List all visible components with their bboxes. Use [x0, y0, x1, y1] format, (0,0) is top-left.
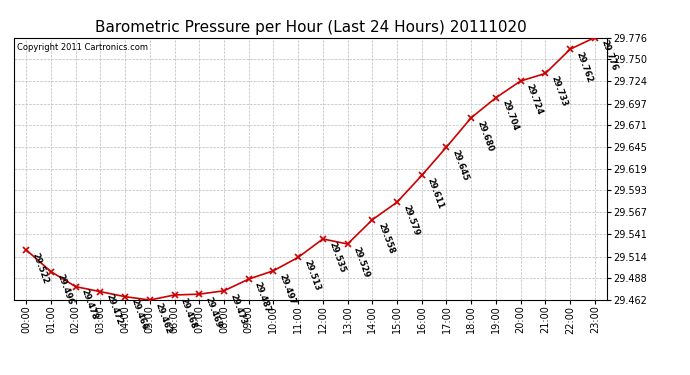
Text: 29.522: 29.522: [30, 251, 50, 285]
Text: 29.473: 29.473: [228, 292, 248, 326]
Text: 29.472: 29.472: [104, 293, 124, 327]
Title: Barometric Pressure per Hour (Last 24 Hours) 20111020: Barometric Pressure per Hour (Last 24 Ho…: [95, 20, 526, 35]
Text: 29.496: 29.496: [55, 273, 75, 306]
Text: Copyright 2011 Cartronics.com: Copyright 2011 Cartronics.com: [17, 43, 148, 52]
Text: 29.468: 29.468: [179, 296, 198, 330]
Text: 29.762: 29.762: [574, 51, 594, 84]
Text: 29.466: 29.466: [129, 298, 149, 332]
Text: 29.487: 29.487: [253, 280, 273, 314]
Text: 29.478: 29.478: [80, 288, 99, 321]
Text: 29.579: 29.579: [401, 204, 421, 237]
Text: 29.535: 29.535: [327, 240, 346, 274]
Text: 29.469: 29.469: [204, 296, 223, 329]
Text: 29.645: 29.645: [451, 148, 470, 182]
Text: 29.724: 29.724: [525, 82, 544, 116]
Text: 29.462: 29.462: [154, 302, 173, 335]
Text: 29.611: 29.611: [426, 177, 446, 210]
Text: 29.497: 29.497: [277, 272, 297, 306]
Text: 29.704: 29.704: [500, 99, 520, 132]
Text: 29.776: 29.776: [599, 39, 618, 72]
Text: 29.733: 29.733: [549, 75, 569, 108]
Text: 29.558: 29.558: [377, 221, 396, 255]
Text: 29.529: 29.529: [352, 245, 371, 279]
Text: 29.680: 29.680: [475, 119, 495, 153]
Text: 29.513: 29.513: [302, 259, 322, 292]
